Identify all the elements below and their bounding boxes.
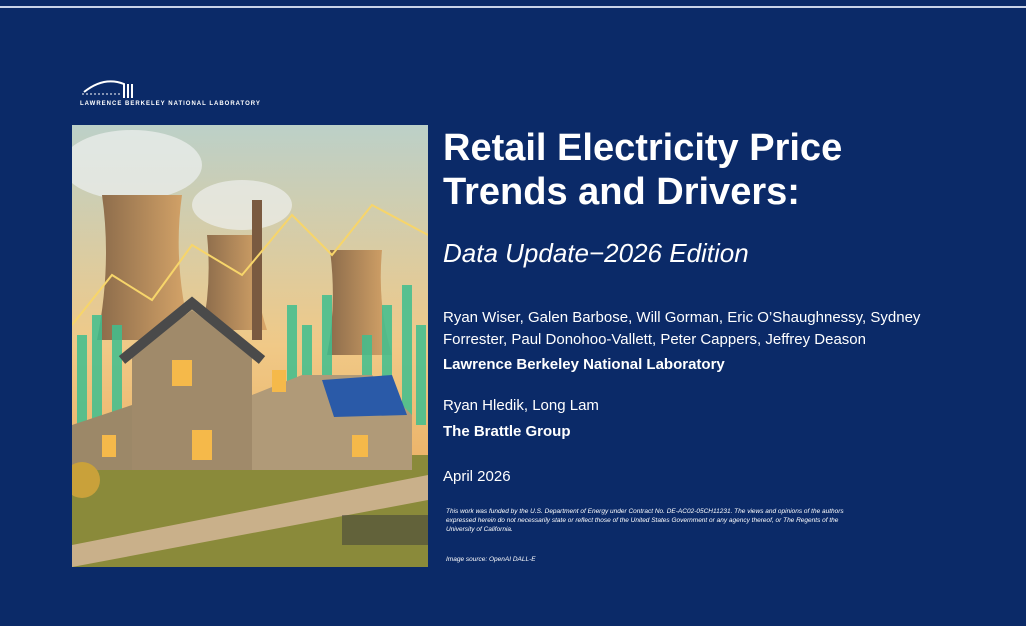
logo-text: Lawrence Berkeley National Laboratory: [80, 101, 261, 107]
date: April 2026: [443, 468, 511, 485]
top-rule: [0, 6, 1026, 8]
logo-mark: [80, 70, 136, 100]
cover-illustration: [72, 125, 428, 567]
slide: Lawrence Berkeley National Laboratory Re…: [0, 0, 1026, 626]
organization: The Brattle Group: [443, 421, 571, 443]
title-line: Retail Electricity Price: [443, 126, 842, 170]
disclaimer: This work was funded by the U.S. Departm…: [446, 507, 846, 534]
organization: Lawrence Berkeley National Laboratory: [443, 354, 725, 376]
image-source: Image source: OpenAI DALL-E: [446, 556, 536, 563]
subtitle: Data Update−2026 Edition: [443, 238, 749, 269]
page: Slide {"logo": {"text": "Lawrence Berkel…: [0, 0, 1026, 626]
title-line: Trends and Drivers:: [443, 170, 842, 214]
title: Retail Electricity Price Trends and Driv…: [443, 126, 842, 214]
authors: Ryan Wiser, Galen Barbose, Will Gorman, …: [443, 307, 983, 351]
authors: Ryan Hledik, Long Lam: [443, 395, 983, 417]
